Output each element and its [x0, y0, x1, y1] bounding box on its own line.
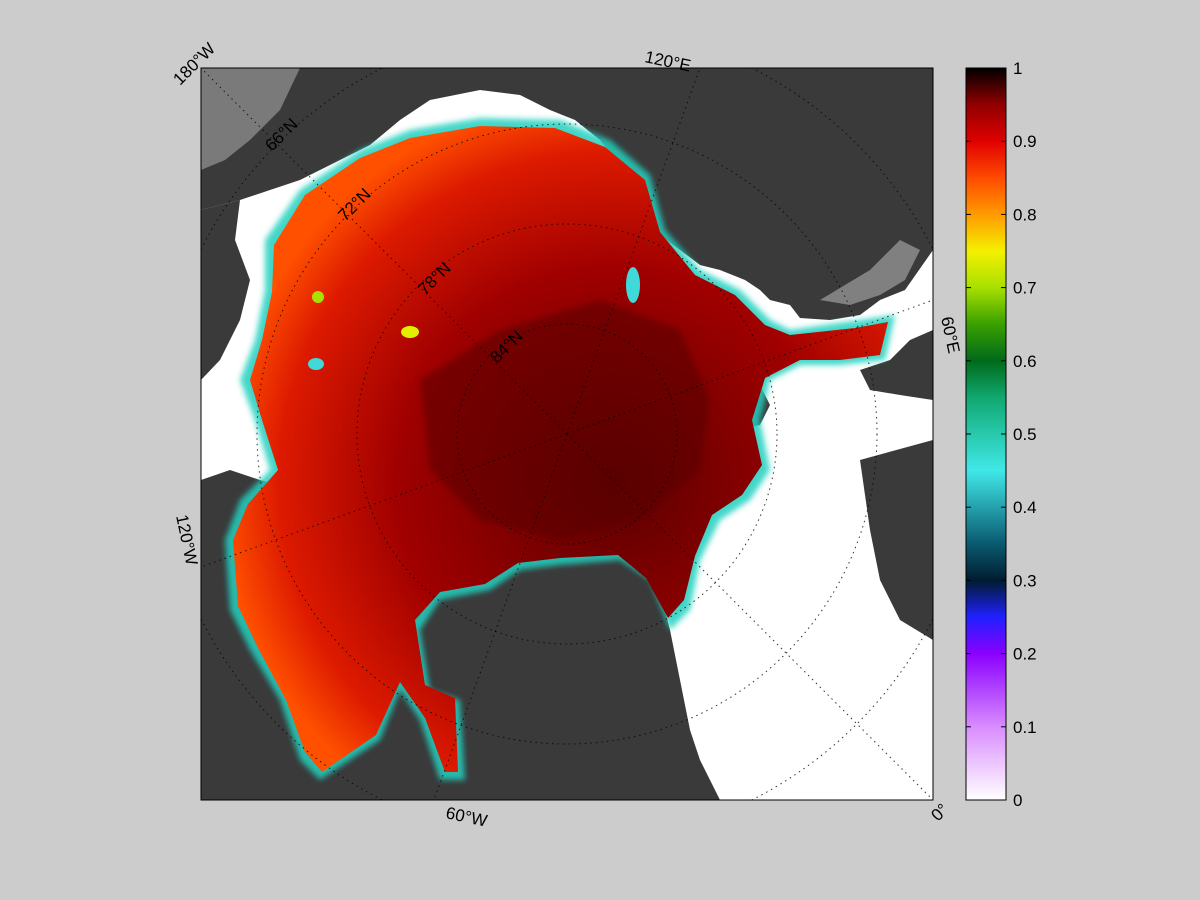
parallels — [201, 68, 933, 800]
meridian-120W — [201, 433, 568, 568]
colorbar: 1 0.9 0.8 0.7 0.6 0.5 0.4 0.3 0.2 0.1 0 — [965, 59, 1037, 810]
ice-polynya-2 — [401, 326, 419, 338]
meridian-label-0: 0° — [927, 800, 952, 825]
colorbar-tick-label: 1 — [1013, 59, 1022, 78]
meridian-label-60E: 60°E — [937, 315, 963, 355]
colorbar-tick-label: 0.4 — [1013, 498, 1037, 517]
land-eurasia — [201, 68, 933, 320]
colorbar-tick-label: 0.9 — [1013, 132, 1037, 151]
colorbar-tick-label: 0.1 — [1013, 718, 1037, 737]
colorbar-tick-label: 0.8 — [1013, 205, 1037, 224]
ice-polynya-4 — [308, 358, 324, 370]
colorbar-fill — [965, 67, 1007, 801]
meridian-180W — [201, 68, 568, 435]
map-frame — [200, 67, 934, 801]
meridian-120E — [566, 68, 701, 435]
ice-polynya-3 — [312, 291, 324, 303]
colorbar-tick-label: 0.3 — [1013, 571, 1037, 590]
meridian-label-120W: 120°W — [172, 513, 201, 567]
colorbar-tick-label: 0.7 — [1013, 279, 1037, 298]
parallel-84 — [456, 323, 678, 545]
land-scandinavia — [860, 330, 933, 400]
unclassified-band — [820, 240, 920, 305]
colorbar-tick-label: 0.6 — [1013, 352, 1037, 371]
meridian-60E — [566, 299, 933, 435]
land-alaska — [201, 200, 250, 380]
colorbar-ticks: 1 0.9 0.8 0.7 0.6 0.5 0.4 0.3 0.2 0.1 0 — [966, 59, 1037, 810]
parallel-78 — [356, 223, 778, 645]
land-europe-north — [860, 440, 933, 640]
meridian-60W — [433, 433, 568, 800]
meridian-0 — [566, 433, 933, 800]
colorbar-tick-label: 0.5 — [1013, 425, 1037, 444]
land-chukotka-unclassified — [201, 68, 300, 170]
parallel-72 — [256, 123, 878, 745]
map-panel: 66°N 72°N 78°N 84°N — [201, 68, 933, 800]
ice-polynya-1 — [626, 267, 640, 303]
colorbar-tick-label: 0.2 — [1013, 645, 1037, 664]
colorbar-tick-label: 0 — [1013, 791, 1022, 810]
meridians — [201, 68, 933, 800]
meridian-label-60W: 60°W — [444, 803, 489, 830]
land-greenland — [460, 580, 700, 800]
